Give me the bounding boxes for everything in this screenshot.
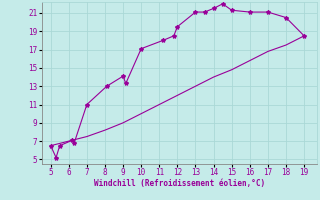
- X-axis label: Windchill (Refroidissement éolien,°C): Windchill (Refroidissement éolien,°C): [94, 179, 265, 188]
